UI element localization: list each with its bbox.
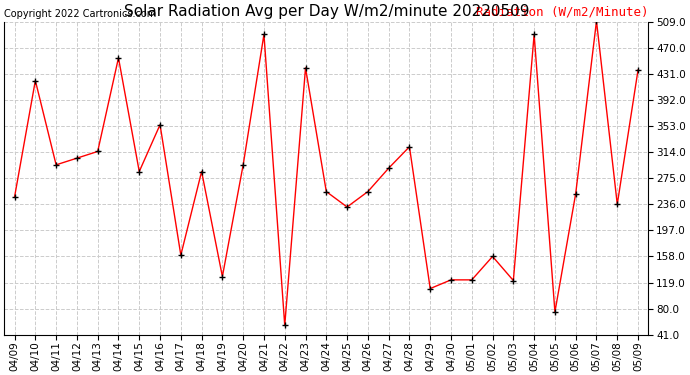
Text: Copyright 2022 Cartronics.com: Copyright 2022 Cartronics.com [4, 9, 157, 19]
Title: Solar Radiation Avg per Day W/m2/minute 20220509: Solar Radiation Avg per Day W/m2/minute … [124, 4, 529, 19]
Text: Radiation (W/m2/Minute): Radiation (W/m2/Minute) [476, 6, 649, 19]
